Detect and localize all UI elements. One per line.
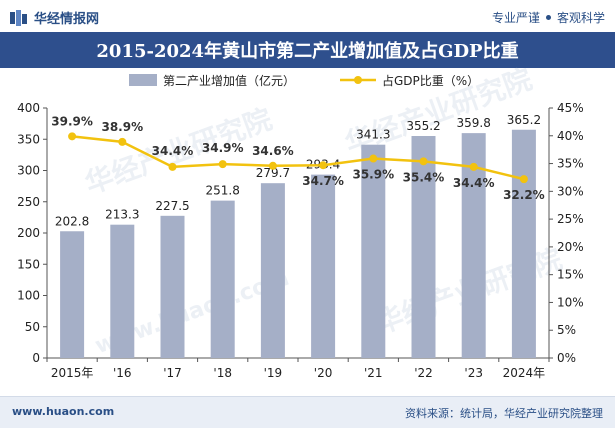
y-right-tick-label: 5% (557, 323, 576, 337)
x-tick-label: '23 (464, 366, 483, 380)
x-tick-label: '20 (314, 366, 333, 380)
y-right-tick-label: 10% (557, 295, 584, 309)
ratio-point (419, 157, 428, 166)
bar (411, 136, 436, 358)
ratio-value-label: 39.9% (51, 114, 93, 128)
y-right-tick-label: 0% (557, 351, 576, 365)
site-url[interactable]: www.huaon.com (12, 405, 115, 418)
bar (311, 174, 336, 358)
bar (160, 215, 185, 358)
source-note: 资料来源：统计局，华经产业研究院整理 (405, 407, 603, 420)
bar (260, 183, 285, 358)
y-left-tick-label: 350 (17, 132, 40, 146)
y-right-tick-label: 25% (557, 212, 584, 226)
bar-value-label: 341.3 (356, 128, 390, 142)
y-left-tick-label: 0 (32, 351, 40, 365)
ratio-point (68, 132, 77, 141)
bar-value-label: 359.8 (457, 116, 491, 130)
ratio-value-label: 34.4% (152, 144, 194, 158)
plot-area: 0 50 100 150 200 250 300 350 400 0% 5% 10% 15% 20% 25%… (17, 101, 584, 380)
ratio-value-label: 32.2% (503, 188, 545, 202)
x-tick-label: '18 (213, 366, 232, 380)
bar-value-label: 213.3 (105, 208, 139, 222)
ratio-line (71, 135, 525, 181)
y-right-tick-label: 30% (557, 184, 584, 198)
ratio-value-label: 34.6% (252, 144, 294, 158)
ratio-value-label: 35.9% (352, 168, 394, 182)
legend: 第二产业增加值（亿元） 占GDP比重（%） (129, 73, 479, 88)
ratio-value-label: 35.4% (403, 170, 445, 184)
chart-title: 2015-2024年黄山市第二产业增加值及占GDP比重 (96, 41, 519, 62)
brand-name: 华经情报网 (34, 12, 100, 27)
x-tick-label: 2024年 (503, 366, 546, 380)
y-right-tick-label: 40% (557, 129, 584, 143)
legend-bar-swatch (129, 74, 157, 86)
ratio-point (268, 161, 277, 170)
y-left-tick-label: 300 (17, 164, 40, 178)
y-left-tick-label: 250 (17, 195, 40, 209)
ratio-value-label: 34.4% (453, 176, 495, 190)
y-left-tick-label: 150 (17, 257, 40, 271)
y-left-tick-label: 400 (17, 101, 40, 115)
y-left-tick-label: 100 (17, 289, 40, 303)
bar (60, 231, 85, 358)
legend-line-label: 占GDP比重（%） (382, 73, 479, 88)
x-tick-label: 2015年 (51, 366, 94, 380)
ratio-point (369, 154, 378, 163)
y-right-tick-label: 35% (557, 157, 584, 171)
bar-value-label: 355.2 (406, 119, 440, 133)
separator-dot-icon (545, 15, 551, 20)
ratio-value-label: 34.9% (202, 141, 244, 155)
ratio-value-label: 38.9% (101, 120, 143, 134)
ratio-point (168, 162, 177, 171)
y-right-tick-label: 20% (557, 240, 584, 254)
top-bar: 华经情报网 专业严谨 客观科学 (0, 0, 615, 32)
brand-logo-icon (10, 9, 27, 26)
bar-value-label: 279.7 (256, 166, 290, 180)
chart: 第二产业增加值（亿元） 占GDP比重（%） 0 50 100 150 200 250 300… (17, 73, 584, 380)
ratio-point (118, 137, 127, 146)
bar-value-label: 365.2 (507, 113, 541, 127)
brand[interactable]: 华经情报网 (10, 8, 99, 27)
bar (210, 200, 235, 358)
y-right-tick-label: 45% (557, 101, 584, 115)
ratio-point (218, 160, 227, 169)
x-tick-label: '16 (113, 366, 132, 380)
x-tick-label: '21 (364, 366, 383, 380)
y-left-tick-label: 50 (25, 320, 40, 334)
tagline-right: 客观科学 (556, 11, 605, 25)
bar (361, 144, 386, 358)
ratio-value-label: 34.7% (302, 174, 344, 188)
footer: www.huaon.com 资料来源：统计局，华经产业研究院整理 (0, 396, 615, 428)
bar-value-label: 202.8 (55, 214, 89, 228)
bar-value-label: 227.5 (155, 199, 189, 213)
bar (110, 224, 135, 358)
title-bar: 2015-2024年黄山市第二产业增加值及占GDP比重 (0, 32, 615, 68)
x-tick-label: '22 (414, 366, 433, 380)
ratio-point (319, 161, 328, 170)
x-tick-label: '17 (163, 366, 182, 380)
y-left-tick-label: 200 (17, 226, 40, 240)
ratio-point (469, 162, 478, 171)
bar (511, 129, 536, 358)
legend-bar-label: 第二产业增加值（亿元） (163, 73, 295, 88)
x-tick-label: '19 (264, 366, 283, 380)
y-right-tick-label: 15% (557, 268, 584, 282)
tagline-left: 专业严谨 (491, 11, 540, 25)
tagline: 专业严谨 客观科学 (492, 9, 605, 26)
ratio-point (519, 175, 528, 184)
legend-line-marker (354, 76, 362, 84)
bar-value-label: 251.8 (206, 184, 240, 198)
